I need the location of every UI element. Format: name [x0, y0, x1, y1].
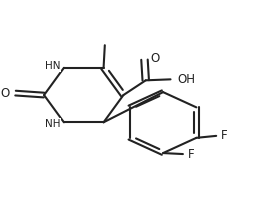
- Text: NH: NH: [45, 119, 60, 129]
- Text: OH: OH: [178, 73, 196, 86]
- Text: O: O: [151, 52, 160, 65]
- Text: F: F: [221, 129, 227, 142]
- Text: O: O: [1, 87, 10, 100]
- Text: HN: HN: [45, 61, 60, 71]
- Text: F: F: [187, 148, 194, 161]
